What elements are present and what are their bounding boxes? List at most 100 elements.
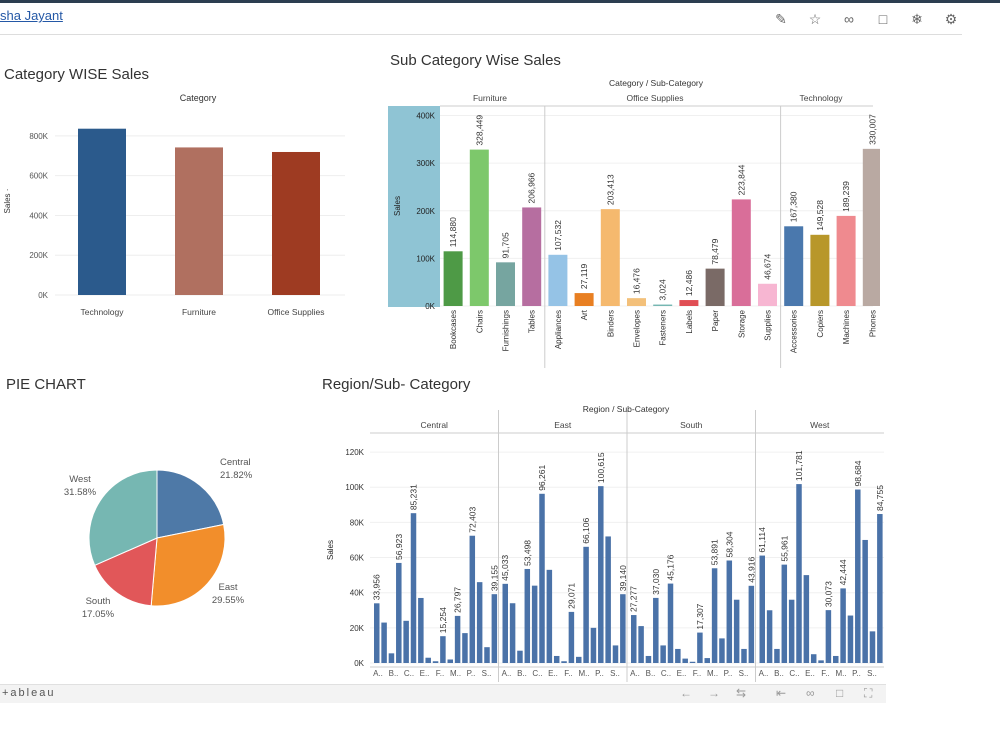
revert-icon[interactable]: ⇆ — [736, 686, 747, 700]
redo-icon[interactable]: → — [708, 686, 720, 700]
reset-icon[interactable]: ⇤ — [776, 686, 787, 700]
bar — [711, 568, 718, 663]
pie-label-name: West — [69, 474, 91, 485]
x-tick-label: Storage — [737, 309, 746, 338]
y-axis-label: Sales — [393, 196, 402, 216]
bar-bookcases — [443, 251, 463, 306]
x-tick-label: Binders — [606, 310, 615, 337]
x-tick-label: M.. — [835, 669, 846, 678]
data-label: 85,231 — [409, 484, 419, 510]
x-tick-label: S.. — [482, 669, 492, 678]
bar-tables — [522, 207, 542, 306]
data-label: 53,891 — [710, 539, 720, 565]
y-tick-label: 0K — [354, 659, 364, 668]
x-tick-label: M.. — [450, 669, 461, 678]
data-label: 203,413 — [605, 174, 615, 205]
data-label: 84,755 — [875, 485, 885, 511]
bar — [645, 655, 652, 663]
subcat-header: Category / Sub-Category — [609, 78, 704, 88]
y-tick-label: 400K — [416, 112, 435, 121]
bar — [766, 610, 773, 663]
x-tick-label: S.. — [610, 669, 620, 678]
data-label: 66,106 — [581, 518, 591, 544]
edit-icon[interactable]: ✎ — [775, 10, 787, 27]
bar-technology — [78, 128, 126, 295]
bar-supplies — [758, 283, 777, 306]
bar-storage — [731, 199, 751, 306]
bar-paper — [705, 268, 725, 306]
footer-share-icon[interactable]: ∞ — [806, 686, 815, 700]
bar — [833, 655, 839, 663]
data-label: 30,073 — [823, 581, 833, 607]
bar-furnishings — [496, 262, 515, 306]
bar — [825, 610, 832, 663]
bar — [682, 658, 688, 663]
bar — [418, 597, 424, 663]
data-label: 101,781 — [794, 450, 804, 481]
x-tick-label: A.. — [373, 669, 383, 678]
undo-icon[interactable]: ← — [680, 686, 692, 700]
region-label-south: South — [680, 420, 702, 430]
pie-chart: Central 21.82% East 29.55% South 17.05% West 31… — [64, 457, 253, 620]
comment-icon[interactable]: □ — [878, 11, 888, 27]
data-label: 206,966 — [527, 172, 537, 203]
bar — [524, 568, 531, 663]
x-tick-label: Machines — [842, 310, 851, 344]
x-tick-label: E.. — [548, 669, 558, 678]
y-tick-label: 100K — [416, 254, 435, 263]
y-tick-label: 200K — [416, 207, 435, 216]
gear-icon[interactable]: ⚙ — [944, 10, 958, 27]
top-toolbar: ✎ ☆ ∞ □ ❄ ⚙ — [772, 10, 960, 28]
data-label: 27,119 — [579, 263, 589, 289]
bar — [509, 603, 516, 663]
data-label: 100,615 — [596, 452, 606, 483]
data-label: 61,114 — [757, 527, 767, 553]
y-tick-label: 800K — [29, 132, 48, 141]
bar — [605, 536, 611, 663]
pie-slice-central — [156, 469, 225, 539]
bar — [561, 661, 567, 663]
bar-chairs — [469, 149, 489, 306]
pie-label-percent: 31.58% — [64, 487, 97, 498]
bar — [796, 484, 802, 663]
fullscreen-icon[interactable]: ⛶ — [864, 686, 873, 700]
bar — [440, 636, 446, 663]
author-link[interactable]: sha Jayant — [0, 8, 63, 23]
pie-label-percent: 29.55% — [212, 595, 245, 606]
bar — [410, 513, 417, 663]
data-label: 45,033 — [500, 555, 510, 581]
bar — [719, 638, 725, 663]
badge-icon[interactable]: ❄ — [911, 10, 923, 27]
share-icon[interactable]: ∞ — [844, 11, 854, 27]
bar — [502, 583, 508, 663]
y-tick-label: 20K — [350, 624, 365, 633]
x-tick-label: C.. — [532, 669, 542, 678]
group-label-technology: Technology — [799, 93, 843, 103]
x-tick-label: Office Supplies — [267, 307, 324, 317]
pie-slice-east — [150, 523, 226, 607]
x-tick-label: F.. — [821, 669, 829, 678]
bar — [476, 582, 483, 663]
bar — [403, 620, 409, 663]
bar-appliances — [548, 254, 568, 306]
bar — [454, 615, 461, 663]
x-tick-label: Paper — [711, 310, 720, 332]
bar — [638, 626, 644, 663]
region-chart: Region / Sub-Category Sales 0K 20K 40K 60K 80K… — [326, 404, 885, 682]
bar — [748, 585, 755, 663]
x-tick-label: C.. — [404, 669, 414, 678]
bar — [517, 650, 523, 663]
bar — [855, 489, 861, 663]
x-tick-label: Art — [580, 309, 589, 320]
star-icon[interactable]: ☆ — [808, 10, 822, 27]
bar — [862, 539, 868, 663]
data-label: 16,476 — [632, 268, 642, 294]
y-tick-label: 0K — [38, 291, 48, 300]
pie-slice-west — [88, 469, 158, 566]
y-tick-label: 200K — [29, 251, 48, 260]
pie-label-percent: 21.82% — [220, 470, 253, 481]
x-tick-label: M.. — [707, 669, 718, 678]
x-tick-label: C.. — [789, 669, 799, 678]
pie-label-name: Central — [220, 457, 251, 468]
footer-comment-icon[interactable]: □ — [836, 686, 844, 700]
